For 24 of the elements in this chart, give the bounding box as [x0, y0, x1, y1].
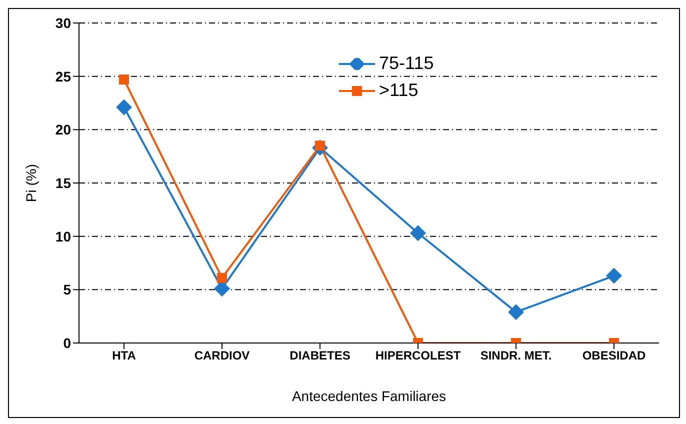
point	[606, 268, 622, 284]
x-tick-label: SINDR. MET.	[480, 348, 552, 363]
point	[410, 225, 426, 242]
y-tick-label: 30	[55, 14, 72, 31]
legend-label: 75-115	[379, 53, 434, 74]
x-tick-label: DIABETES	[290, 348, 350, 363]
y-tick-label: 25	[55, 68, 72, 84]
point	[217, 272, 227, 283]
y-tick-label: 5	[63, 282, 72, 298]
x-tick-label: HTA	[112, 348, 136, 363]
point	[508, 304, 524, 320]
x-tick-label: HIPERCOLEST	[375, 348, 462, 363]
point	[119, 74, 129, 85]
y-axis-title: Pi (%)	[22, 164, 39, 202]
x-tick-label: CARDIOV	[194, 348, 250, 363]
y-tick-label: 20	[55, 122, 72, 138]
point	[214, 280, 230, 297]
legend-label: >115	[379, 80, 418, 101]
y-tick-label: 15	[55, 174, 72, 191]
y-tick-label: 0	[63, 334, 72, 351]
x-tick-label: OBESIDAD	[582, 348, 646, 363]
point	[116, 99, 132, 116]
x-axis-title: Antecedentes Familiares	[292, 388, 446, 404]
y-tick-label: 10	[55, 228, 72, 244]
